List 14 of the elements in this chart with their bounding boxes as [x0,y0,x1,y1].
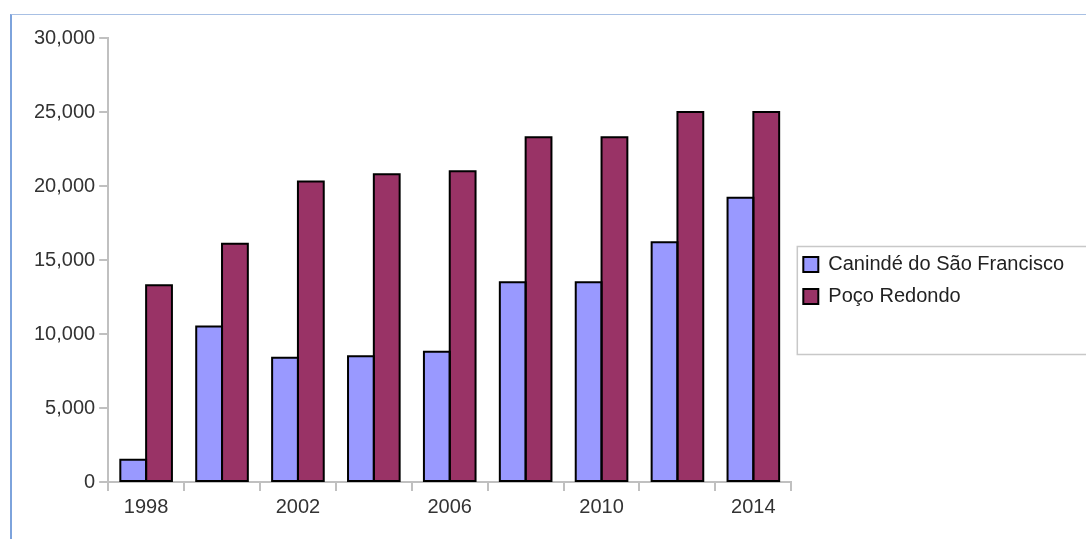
y-tick-label: 10,000 [34,321,96,344]
y-tick-label: 30,000 [34,25,96,48]
x-tick-label: 2002 [275,494,321,517]
y-tick-label: 5,000 [45,395,96,418]
x-tick-label: 2014 [731,494,776,517]
y-tick-label: 15,000 [34,247,96,270]
x-tick-label: 2006 [427,494,472,517]
legend-label: Poço Redondo [828,284,961,307]
legend-label: Canindé do São Francisco [828,252,1065,275]
x-tick-label: 1998 [123,494,169,517]
x-tick-label: 2010 [579,494,624,517]
y-tick-label: 0 [84,469,96,492]
y-tick-label: 20,000 [34,173,96,196]
y-tick-label: 25,000 [34,99,96,122]
